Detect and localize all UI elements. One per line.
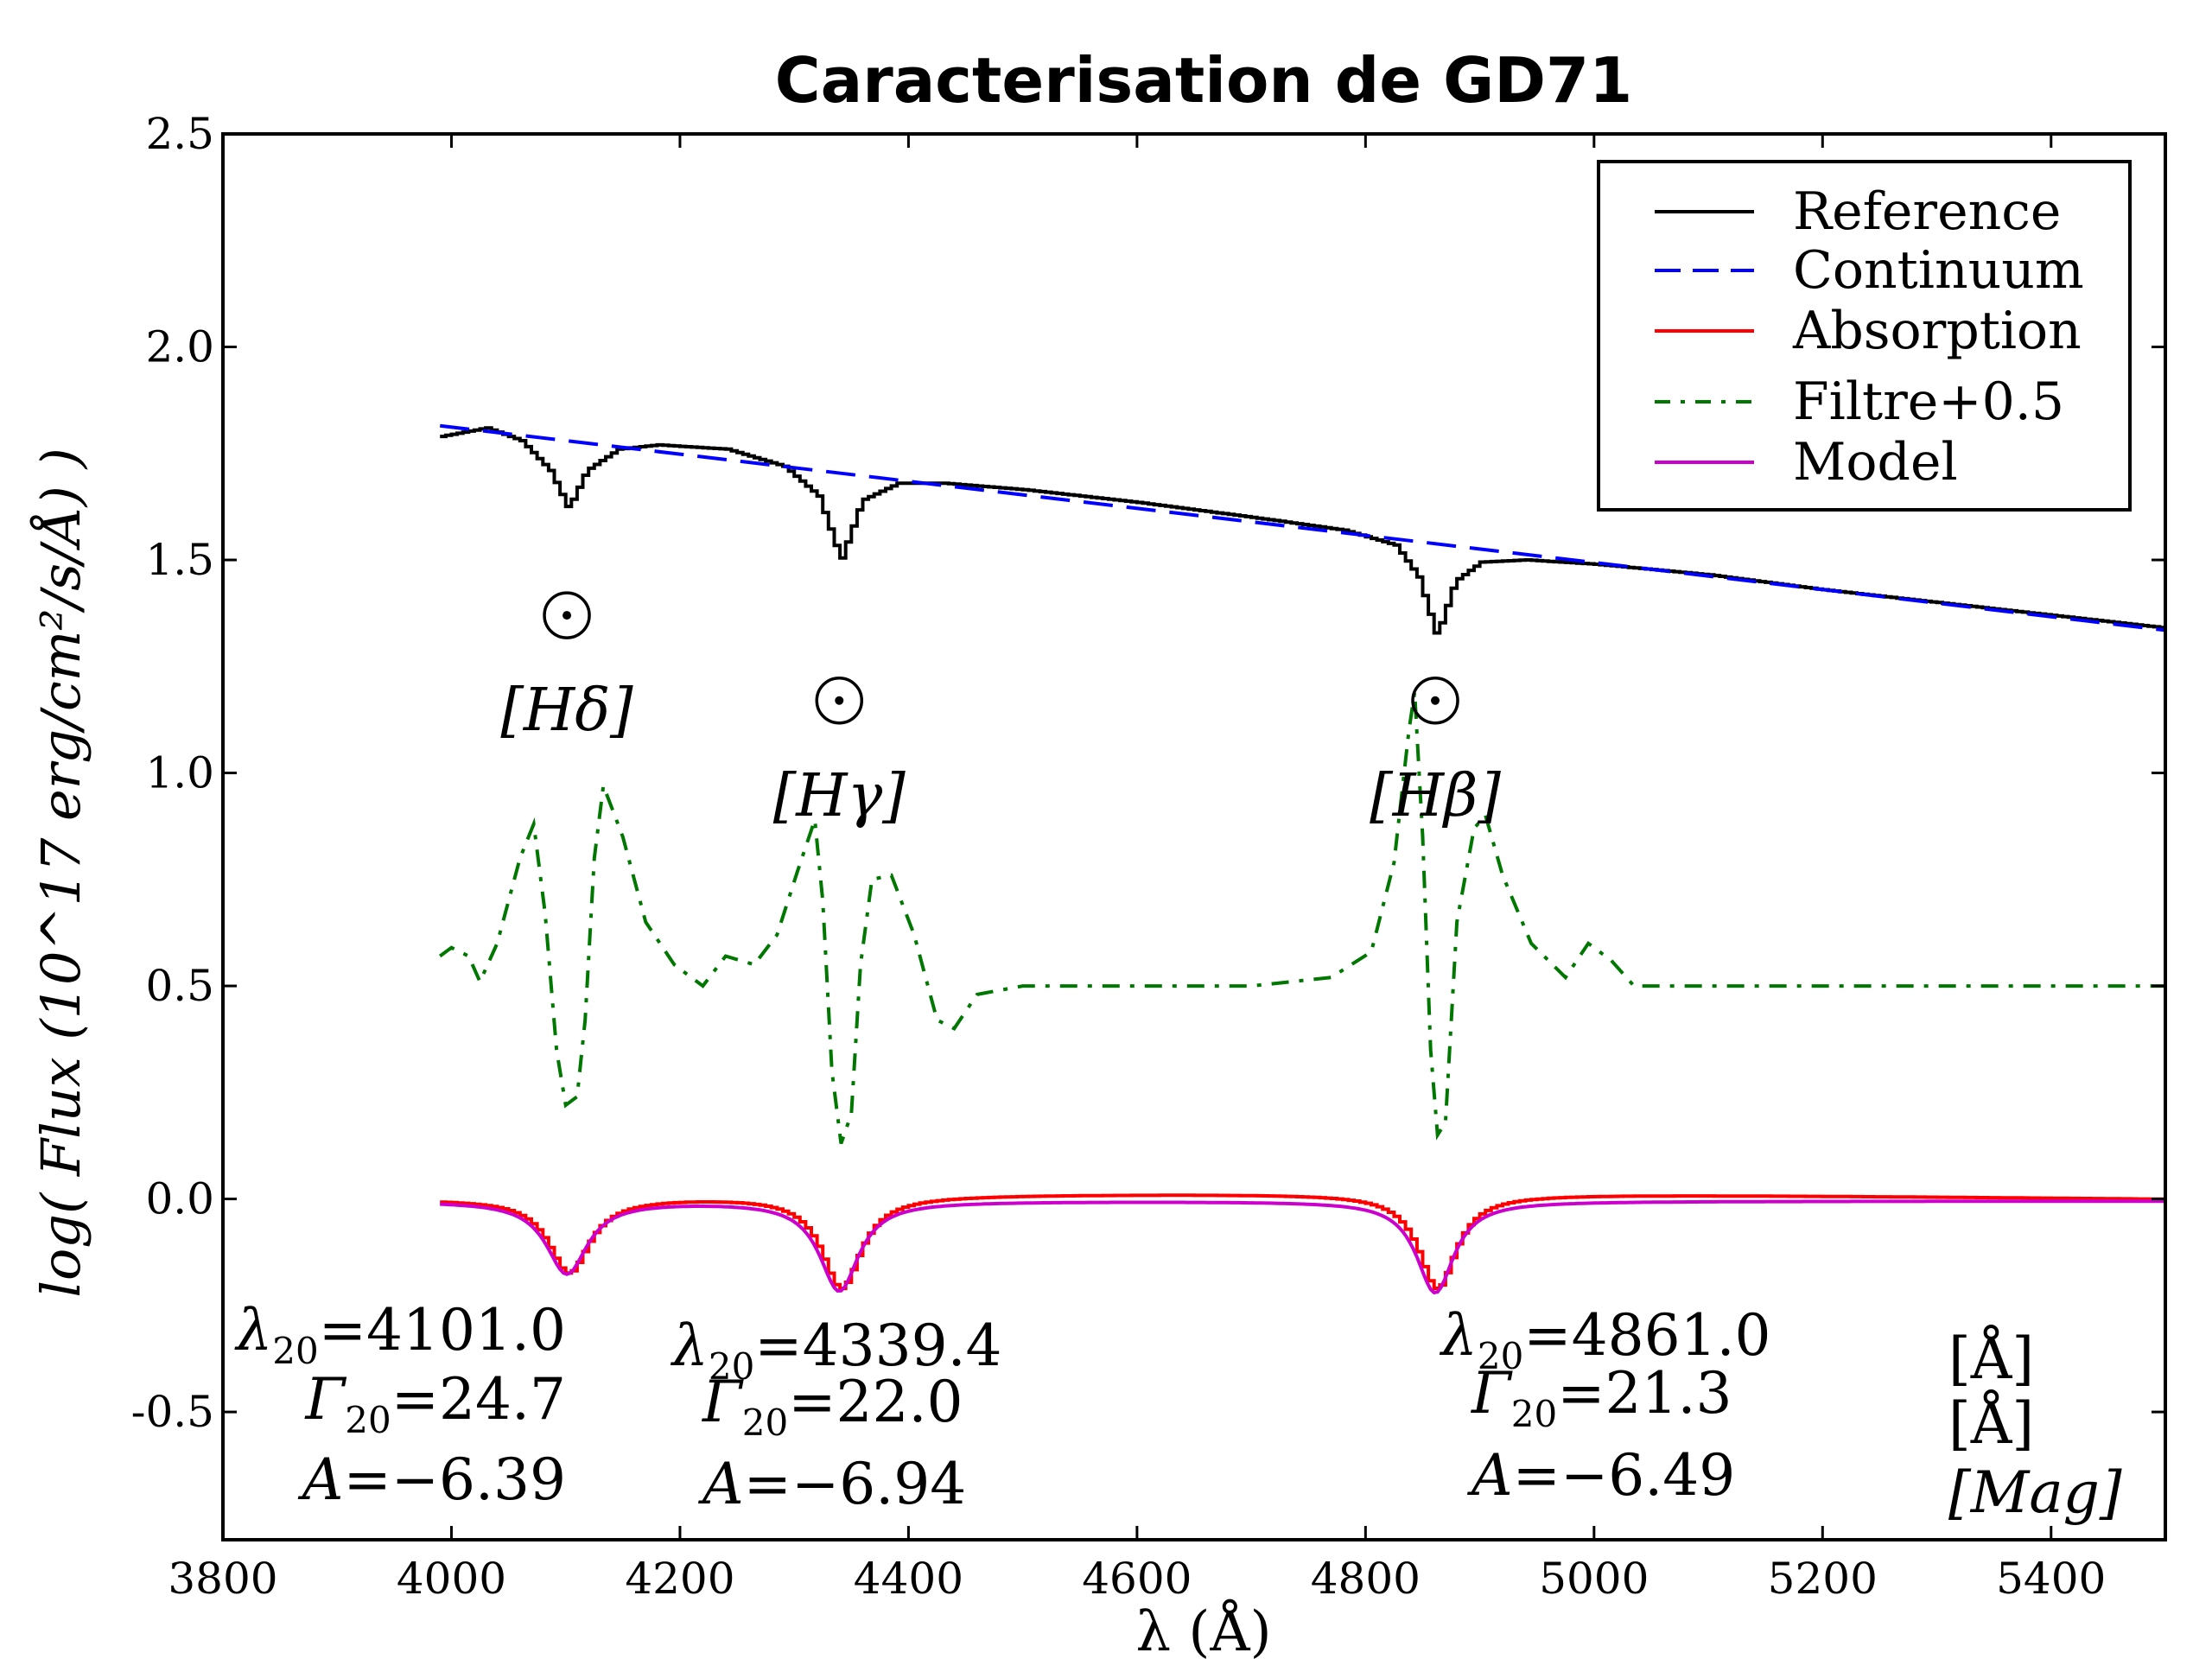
line-label: [Hβ]: [1370, 762, 1501, 830]
legend-label: Model: [1793, 432, 1958, 493]
fit-gamma: Γ20=21.3: [1470, 1360, 1732, 1435]
line-marker-dot: [563, 611, 572, 620]
x-tick-label: 3800: [168, 1554, 277, 1604]
x-tick-label: 4600: [1082, 1554, 1192, 1604]
line-marker-dot: [1431, 696, 1440, 705]
fit-gamma: Γ20=22.0: [701, 1369, 963, 1444]
unit-label: [Mag]: [1948, 1459, 2122, 1526]
legend-label: Continuum: [1793, 240, 2084, 301]
legend-frame: [1597, 160, 2132, 512]
y-tick-label: 2.0: [145, 322, 214, 372]
y-tick-label: 1.0: [145, 748, 214, 798]
line-marker-dot: [835, 696, 844, 705]
x-tick-label: 4000: [397, 1554, 506, 1604]
fit-amplitude: A=−6.94: [697, 1451, 966, 1517]
line-label: [Hδ]: [500, 677, 633, 745]
y-tick-label: 0.0: [145, 1174, 214, 1224]
legend-label: Absorption: [1792, 301, 2082, 361]
plot-frame: [221, 132, 2167, 1541]
filter-line: [439, 691, 2165, 1145]
line-marker-icon: [1411, 676, 1459, 725]
fit-lambda: λ20=4861.0: [1439, 1302, 1771, 1377]
fit-lambda: λ20=4101.0: [233, 1297, 566, 1372]
x-tick-label: 5200: [1768, 1554, 1878, 1604]
x-tick-label: 5400: [1996, 1554, 2106, 1604]
line-marker-icon: [543, 591, 591, 639]
x-tick-label: 4800: [1311, 1554, 1421, 1604]
y-tick-label: 2.5: [145, 109, 214, 159]
line-marker-icon: [815, 676, 864, 725]
x-tick-label: 4200: [625, 1554, 734, 1604]
fit-lambda: λ20=4339.4: [670, 1313, 1002, 1388]
y-tick-label: 0.5: [145, 961, 214, 1011]
legend-label: Reference: [1793, 181, 2061, 242]
continuum-line: [440, 423, 2166, 632]
fit-amplitude: A=−6.39: [297, 1446, 566, 1513]
chart-title: Caracterisation de GD71: [775, 44, 1632, 117]
x-tick-label: 4400: [854, 1554, 963, 1604]
y-tick-label: -0.5: [131, 1387, 214, 1437]
unit-label: [Å]: [1948, 1390, 2034, 1457]
legend-label: Filtre+0.5: [1793, 372, 2064, 432]
y-tick-label: 1.5: [145, 535, 214, 585]
unit-label: [Å]: [1948, 1325, 2034, 1392]
y-axis-label: log( Flux (10^17 erg/cm²/s/Å) ): [29, 448, 92, 1298]
fit-amplitude: A=−6.49: [1466, 1442, 1735, 1509]
x-axis-label: λ (Å): [1135, 1599, 1271, 1659]
fit-gamma: Γ20=24.7: [303, 1366, 566, 1441]
model-line: [440, 1199, 2164, 1295]
absorption-line: [440, 1193, 2167, 1291]
x-tick-label: 5000: [1539, 1554, 1649, 1604]
line-label: [Hγ]: [773, 762, 906, 830]
